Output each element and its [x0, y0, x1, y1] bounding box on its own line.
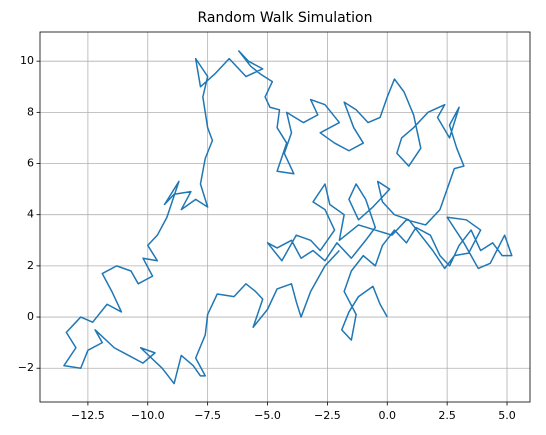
y-tick-label: 2: [27, 259, 34, 272]
y-tick-label: 4: [27, 208, 34, 221]
y-tick-label: 8: [27, 105, 34, 118]
x-tick-label: 0.0: [379, 409, 397, 422]
walk-line: [63, 50, 513, 385]
x-tick-label: 2.5: [438, 409, 456, 422]
y-tick-label: −2: [18, 361, 34, 374]
x-tick-label: −10.0: [131, 409, 165, 422]
y-tick-label: 0: [27, 310, 34, 323]
chart-title: Random Walk Simulation: [198, 10, 373, 26]
x-tick-label: −12.5: [71, 409, 105, 422]
y-tick-label: 6: [27, 157, 34, 170]
x-tick-label: −2.5: [314, 409, 341, 422]
y-tick-label: 10: [20, 54, 34, 67]
x-tick-label: −5.0: [254, 409, 281, 422]
x-tick-label: 5.0: [498, 409, 516, 422]
x-tick-label: −7.5: [194, 409, 221, 422]
plot-frame: [39, 31, 531, 403]
